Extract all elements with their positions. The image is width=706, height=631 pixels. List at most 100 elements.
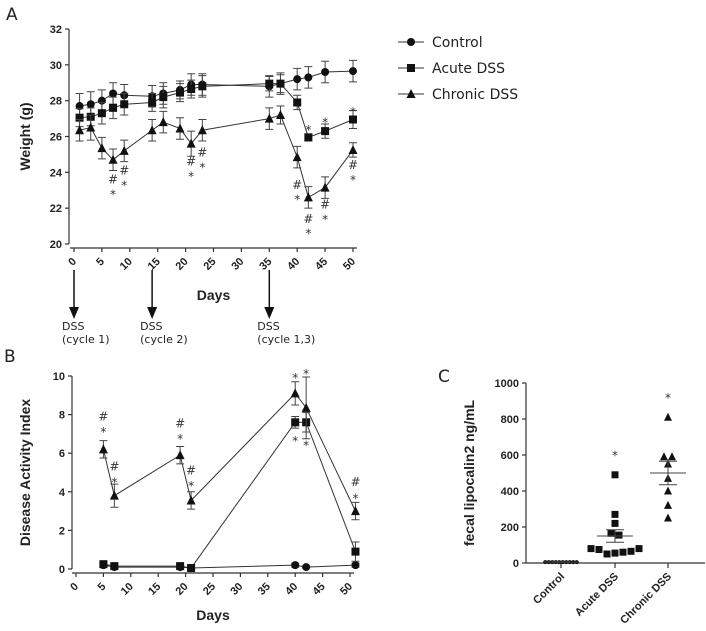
y-tick-label: 26 [50,132,62,144]
dai-chart: 0 2 4 6 8 10 0 5 10 15 20 25 30 35 40 45 50 Days Disease A… [17,367,361,623]
data-point [98,444,108,454]
significance-mark: * [111,475,117,489]
x-tick-label: 15 [146,256,163,273]
data-point [304,73,313,82]
x-tick-label: 10 [119,581,136,598]
x-tick-label: 5 [96,581,109,594]
significance-mark: * [188,169,194,183]
series-line-control [79,70,354,107]
data-point [619,548,627,556]
x-tick-label: Control [531,571,567,607]
data-point [110,562,119,571]
data-point [635,545,643,553]
legend-marker-square [407,64,415,72]
data-point [159,93,168,102]
x-tick-label: 35 [257,256,274,273]
panel-label-a: A [6,5,18,25]
y-tick-label: 32 [50,24,62,36]
significance-mark: * [352,492,358,506]
series-line-acute-dss [103,421,356,569]
y-tick-label: 10 [53,371,65,383]
data-point [611,471,619,479]
data-point [611,549,619,557]
significance-mark: # [175,416,185,430]
series-line-acute-dss [79,83,354,139]
x-tick-label: 45 [313,256,330,273]
significance-mark: * [305,123,311,137]
y-tick-label: 28 [50,96,62,108]
significance-mark: * [121,178,127,192]
significance-mark: * [350,105,356,119]
data-point [664,486,672,495]
y-tick-label: 6 [59,448,65,460]
data-point [349,115,357,124]
data-point [302,563,311,572]
dss-cycle-label: (cycle 1) [62,333,110,346]
weight-chart: 20 22 24 26 28 30 32 0 5 10 15 20 25 30 35 40 45 50 Days We… [17,24,358,346]
data-point [148,98,157,107]
data-point [321,68,330,76]
data-point [109,89,118,98]
significance-mark: # [350,475,360,489]
significance-mark: * [188,479,194,493]
significance-mark: * [110,187,116,201]
data-point [197,125,207,135]
sem-bar [659,460,677,486]
data-point [109,490,119,500]
data-point [351,547,360,556]
x-tick-label: 40 [285,256,302,273]
legend-entry: Acute DSS [432,61,505,77]
legend-entry: Control [432,35,483,51]
x-tick-label: 50 [338,581,355,598]
significance-mark: # [108,173,118,187]
data-point [615,531,623,539]
significance-mark: * [100,425,106,439]
significance-mark: # [119,164,129,178]
significance-mark: * [612,448,618,462]
data-point [275,110,285,119]
x-tick-label: 25 [201,256,218,273]
y-tick-label: 400 [501,486,519,498]
x-tick-label: 0 [68,581,81,594]
data-point [186,495,196,505]
data-point [351,561,360,570]
x-tick-label: 30 [229,256,246,273]
dss-label: DSS [257,320,279,333]
y-tick-label: 22 [50,203,62,215]
y-tick-label: 4 [59,487,66,499]
data-point [109,103,118,112]
significance-mark: # [98,410,108,424]
data-point [176,88,185,97]
significance-mark: # [320,198,330,212]
data-point [75,113,84,122]
significance-mark: # [197,146,207,160]
data-point [348,144,358,154]
y-tick-label: 1000 [495,378,519,390]
data-point [587,545,595,553]
significance-mark: * [199,160,205,174]
data-point [120,100,129,109]
dss-cycle-label: (cycle 1,3) [257,333,315,346]
data-point [304,133,313,142]
legend-marker-circle [407,38,415,46]
data-point [350,506,360,516]
data-point [147,125,157,135]
data-point [175,123,185,133]
y-axis-label: Weight (g) [17,102,33,170]
y-tick-label: 30 [50,60,62,72]
data-point [119,145,129,155]
x-tick-label: 45 [311,581,328,598]
significance-mark: * [322,212,328,226]
dss-label: DSS [62,320,84,333]
data-point [664,513,672,522]
legend-marker-triangle [406,89,416,98]
y-axis-label: fecal lipocalin2 ng/mL [461,399,477,546]
data-point [607,529,615,537]
data-point [86,100,95,109]
significance-mark: * [177,432,183,446]
x-tick-label: Chronic DSS [618,571,674,627]
data-point [187,564,196,573]
data-point [265,79,274,88]
significance-mark: * [305,227,311,241]
x-tick-label: 15 [146,581,163,598]
